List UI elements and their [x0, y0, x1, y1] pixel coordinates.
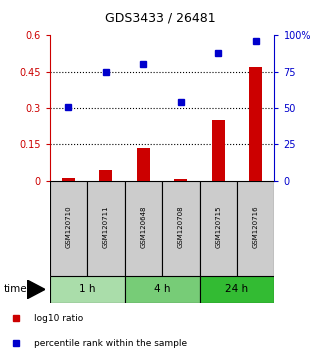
Text: 1 h: 1 h	[79, 284, 95, 295]
Text: GSM120716: GSM120716	[253, 205, 259, 248]
Bar	[162, 181, 200, 276]
Text: log10 ratio: log10 ratio	[34, 314, 84, 323]
Bar	[200, 181, 237, 276]
Text: GDS3433 / 26481: GDS3433 / 26481	[105, 12, 216, 25]
Bar	[237, 181, 274, 276]
Text: percentile rank within the sample: percentile rank within the sample	[34, 338, 187, 348]
Bar	[100, 170, 112, 181]
Bar	[62, 178, 75, 181]
Text: GSM120648: GSM120648	[140, 205, 146, 248]
Text: GSM120708: GSM120708	[178, 205, 184, 248]
Text: GSM120711: GSM120711	[103, 205, 109, 248]
Text: 24 h: 24 h	[225, 284, 248, 295]
Text: GSM120715: GSM120715	[215, 205, 221, 248]
Bar	[174, 179, 187, 181]
Polygon shape	[27, 280, 45, 299]
Bar	[249, 67, 262, 181]
Bar	[137, 148, 150, 181]
Bar	[200, 276, 274, 303]
Bar	[50, 181, 87, 276]
Bar	[125, 276, 200, 303]
Text: 4 h: 4 h	[154, 284, 170, 295]
Bar	[212, 120, 225, 181]
Text: GSM120710: GSM120710	[65, 205, 72, 248]
Bar	[50, 276, 125, 303]
Bar	[125, 181, 162, 276]
Text: time: time	[3, 284, 27, 295]
Bar	[87, 181, 125, 276]
